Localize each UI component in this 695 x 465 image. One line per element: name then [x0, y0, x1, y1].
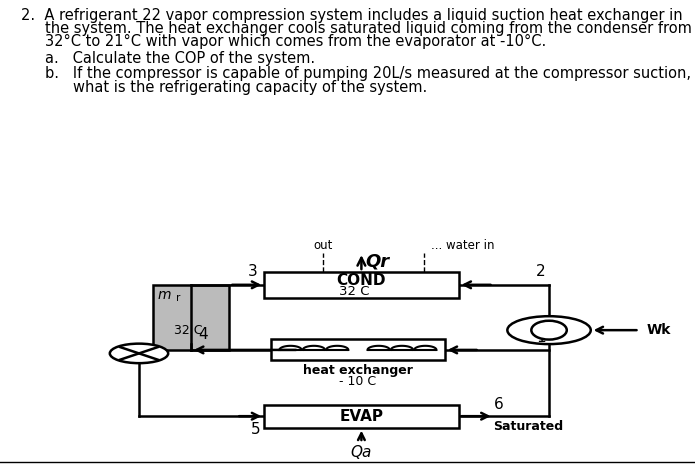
Text: 2.  A refrigerant 22 vapor compression system includes a liquid suction heat exc: 2. A refrigerant 22 vapor compression sy…: [21, 8, 682, 23]
Text: 6: 6: [493, 397, 503, 412]
Bar: [264, 405, 459, 428]
Text: m: m: [158, 288, 172, 302]
Text: 3: 3: [247, 264, 257, 279]
Text: a.   Calculate the COP of the system.: a. Calculate the COP of the system.: [45, 51, 316, 66]
Text: 1: 1: [536, 330, 546, 345]
Text: Wk: Wk: [646, 323, 671, 337]
Text: Qa: Qa: [351, 445, 372, 459]
Text: heat exchanger: heat exchanger: [303, 364, 413, 377]
Text: 2: 2: [536, 264, 546, 279]
Text: 4: 4: [198, 327, 208, 342]
Text: EVAP: EVAP: [339, 409, 384, 424]
Bar: [264, 272, 459, 298]
Bar: [153, 285, 229, 350]
Text: - 10 C: - 10 C: [339, 375, 377, 388]
Text: 32 C: 32 C: [174, 324, 202, 337]
Text: 32 C: 32 C: [339, 286, 370, 299]
Text: 32°C to 21°C with vapor which comes from the evaporator at -10°C.: 32°C to 21°C with vapor which comes from…: [45, 34, 546, 49]
Text: r: r: [177, 292, 181, 303]
Bar: [271, 339, 445, 360]
Text: ... water in: ... water in: [431, 239, 494, 252]
Text: what is the refrigerating capacity of the system.: what is the refrigerating capacity of th…: [73, 80, 427, 95]
Text: out: out: [313, 239, 333, 252]
Circle shape: [507, 316, 591, 344]
Ellipse shape: [532, 321, 567, 339]
Text: b.   If the compressor is capable of pumping 20L/s measured at the compressor su: b. If the compressor is capable of pumpi…: [45, 66, 691, 81]
Text: COND: COND: [336, 272, 386, 288]
Text: the system. The heat exchanger cools saturated liquid coming from the condenser : the system. The heat exchanger cools sat…: [45, 21, 692, 36]
Text: Qr: Qr: [365, 252, 389, 270]
Text: Saturated: Saturated: [493, 419, 564, 432]
Circle shape: [110, 344, 168, 363]
Text: 5: 5: [251, 422, 261, 437]
